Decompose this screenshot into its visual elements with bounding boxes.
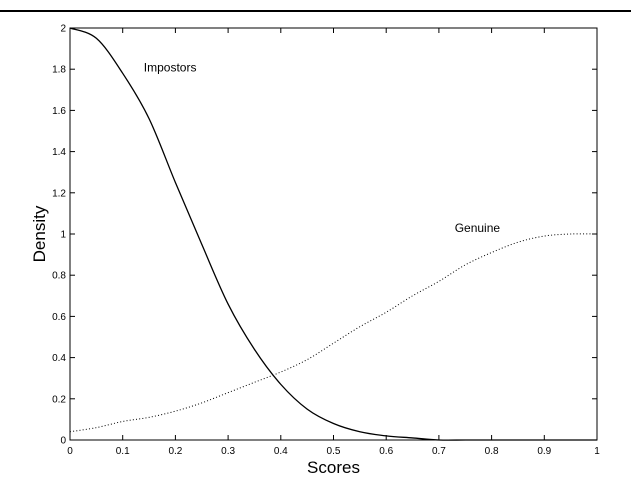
- series-line-genuine: [69, 233, 598, 433]
- x-tick-label: 0.8: [485, 446, 499, 457]
- x-tick-label: 0.2: [168, 446, 182, 457]
- y-tick-label: 1.6: [52, 106, 66, 117]
- x-tick-label: 0.3: [221, 446, 235, 457]
- x-tick-label: 0.6: [379, 446, 393, 457]
- y-tick-label: 0: [60, 436, 66, 447]
- y-tick-label: 0.8: [52, 271, 66, 282]
- x-tick-label: 0.5: [327, 446, 341, 457]
- y-tick-label: 0.6: [52, 312, 66, 323]
- y-tick-label: 0.2: [52, 394, 66, 405]
- y-tick-label: 1.8: [52, 65, 66, 76]
- x-tick-label: 0.1: [116, 446, 130, 457]
- y-tick-label: 1.2: [52, 188, 66, 199]
- x-axis-label: Scores: [307, 458, 360, 477]
- plot-area-frame: [69, 27, 598, 441]
- y-tick-label: 1.4: [52, 147, 66, 158]
- top-rule: [0, 10, 631, 12]
- x-tick-label: 0: [67, 446, 73, 457]
- annotation-impostors: Impostors: [144, 60, 197, 74]
- x-tick-label: 0.7: [432, 446, 446, 457]
- x-tick-label: 0.4: [274, 446, 288, 457]
- series-line-impostors: [69, 27, 597, 441]
- x-tick-label: 1: [594, 446, 600, 457]
- x-tick-label: 0.9: [537, 446, 551, 457]
- annotation-genuine: Genuine: [455, 221, 501, 235]
- y-tick-label: 0.4: [52, 353, 66, 364]
- y-tick-label: 2: [60, 24, 66, 35]
- y-tick-label: 1: [60, 230, 66, 241]
- y-axis-label: Density: [30, 205, 49, 262]
